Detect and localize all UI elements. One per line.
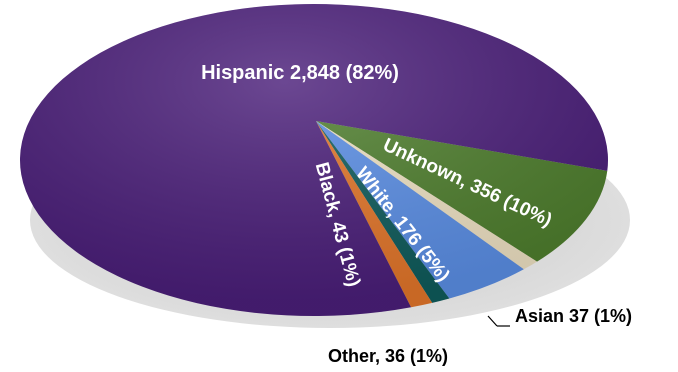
pie-slices xyxy=(19,4,608,316)
label-other: Other, 36 (1%) xyxy=(328,346,448,366)
asian-leader-line xyxy=(487,315,498,327)
label-hispanic: Hispanic 2,848 (82%) xyxy=(201,62,399,84)
label-asian: Asian 37 (1%) xyxy=(515,306,632,326)
